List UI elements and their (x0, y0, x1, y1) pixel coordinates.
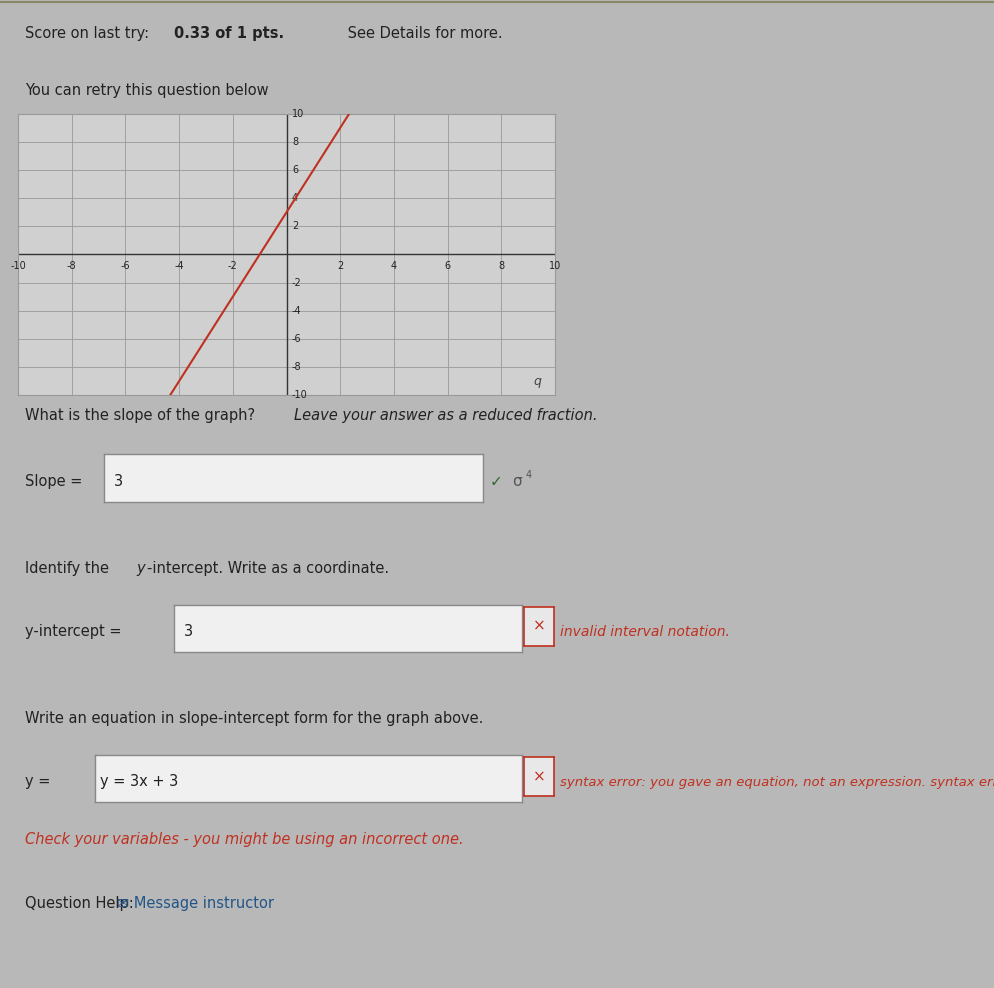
Text: ✓: ✓ (489, 474, 502, 489)
Text: 4: 4 (525, 470, 531, 480)
Text: 2: 2 (337, 262, 343, 272)
Text: -6: -6 (120, 262, 130, 272)
Text: Slope =: Slope = (25, 474, 86, 489)
Text: You can retry this question below: You can retry this question below (25, 83, 268, 98)
Text: ×: × (533, 618, 545, 634)
Text: 6: 6 (291, 165, 298, 175)
Text: -10: -10 (291, 390, 307, 400)
Text: -4: -4 (174, 262, 184, 272)
Text: 4: 4 (391, 262, 397, 272)
Text: 3: 3 (114, 474, 123, 489)
Text: -6: -6 (291, 334, 301, 344)
Text: -intercept. Write as a coordinate.: -intercept. Write as a coordinate. (147, 561, 389, 576)
Text: syntax error: you gave an equation, not an expression. syntax error: syntax error: you gave an equation, not … (560, 777, 994, 789)
Text: -4: -4 (291, 305, 301, 316)
Text: -2: -2 (228, 262, 238, 272)
Text: σ: σ (512, 474, 522, 489)
Text: 8: 8 (498, 262, 504, 272)
Text: Write an equation in slope-intercept form for the graph above.: Write an equation in slope-intercept for… (25, 711, 483, 726)
Text: y: y (136, 561, 145, 576)
Text: ✉ Message instructor: ✉ Message instructor (117, 896, 274, 911)
Text: What is the slope of the graph?: What is the slope of the graph? (25, 408, 259, 423)
Text: -8: -8 (291, 362, 301, 372)
Text: Score on last try:: Score on last try: (25, 26, 153, 41)
Text: 10: 10 (549, 262, 561, 272)
Text: y-intercept =: y-intercept = (25, 624, 126, 639)
Text: y = 3x + 3: y = 3x + 3 (99, 775, 178, 789)
Text: 2: 2 (291, 221, 298, 231)
Text: invalid interval notation.: invalid interval notation. (560, 625, 730, 639)
Text: See Details for more.: See Details for more. (343, 26, 502, 41)
Text: 8: 8 (291, 136, 298, 147)
Text: Check your variables - you might be using an incorrect one.: Check your variables - you might be usin… (25, 832, 463, 847)
Text: Leave your answer as a reduced fraction.: Leave your answer as a reduced fraction. (293, 408, 596, 423)
Text: 4: 4 (291, 193, 298, 204)
Text: 0.33 of 1 pts.: 0.33 of 1 pts. (174, 26, 284, 41)
Text: Identify the: Identify the (25, 561, 113, 576)
Text: y =: y = (25, 775, 55, 789)
Text: 3: 3 (184, 624, 193, 639)
Text: -10: -10 (10, 262, 26, 272)
Text: Question Help:: Question Help: (25, 896, 138, 911)
Text: -2: -2 (291, 278, 301, 288)
Text: ×: × (533, 769, 545, 784)
Text: q: q (534, 375, 542, 388)
Text: 6: 6 (444, 262, 450, 272)
Text: 10: 10 (291, 109, 304, 119)
Text: -8: -8 (67, 262, 77, 272)
